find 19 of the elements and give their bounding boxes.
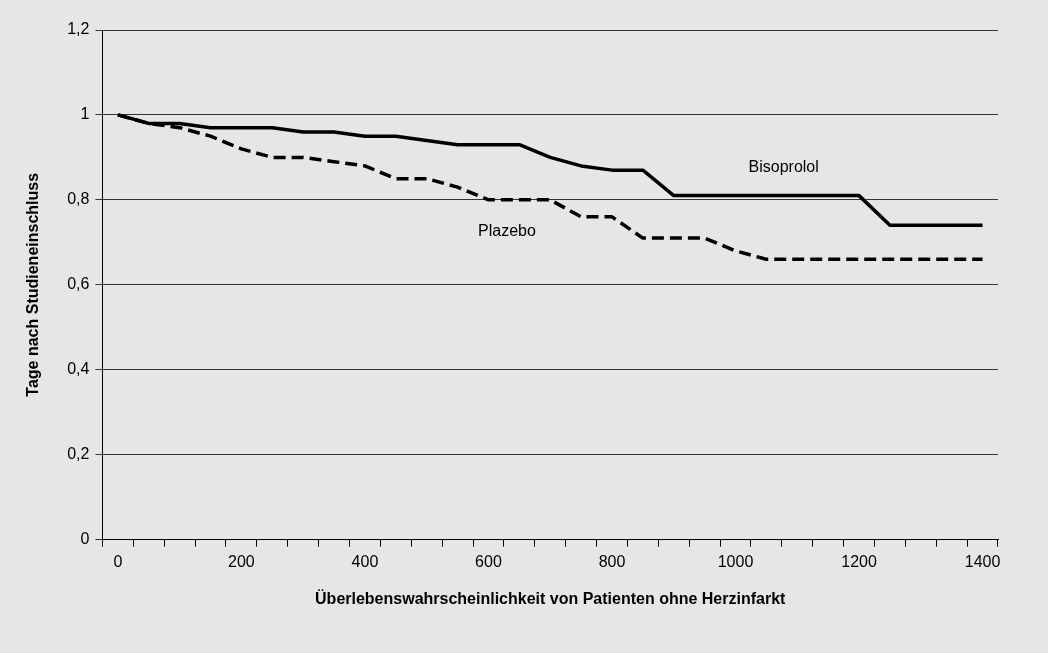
y-tick-label: 0,6 <box>67 275 90 293</box>
x-tick-label: 200 <box>228 552 255 570</box>
x-tick-label: 1200 <box>841 552 877 570</box>
y-axis-title: Tage nach Studieneinschluss <box>24 172 42 397</box>
x-tick-label: 1000 <box>717 552 754 570</box>
y-tick-label: 1,2 <box>67 20 90 38</box>
y-tick-label: 0,4 <box>67 360 90 378</box>
y-tick-label: 0,8 <box>67 190 90 208</box>
y-tick-label: 0,2 <box>67 445 90 463</box>
y-tick-label: 1 <box>80 105 90 123</box>
y-tick-label: 0 <box>80 530 90 548</box>
series-label: Plazebo <box>478 222 536 240</box>
x-tick-label: 400 <box>351 552 379 570</box>
x-axis-title: Überlebenswahrscheinlichkeit von Patienten ohne Herzinfarkt <box>315 588 787 607</box>
x-tick-label: 1400 <box>964 552 1001 570</box>
x-tick-label: 800 <box>598 552 626 570</box>
x-tick-label: 0 <box>113 552 123 570</box>
series-label: Bisoprolol <box>748 158 819 176</box>
x-tick-label: 600 <box>475 552 502 570</box>
